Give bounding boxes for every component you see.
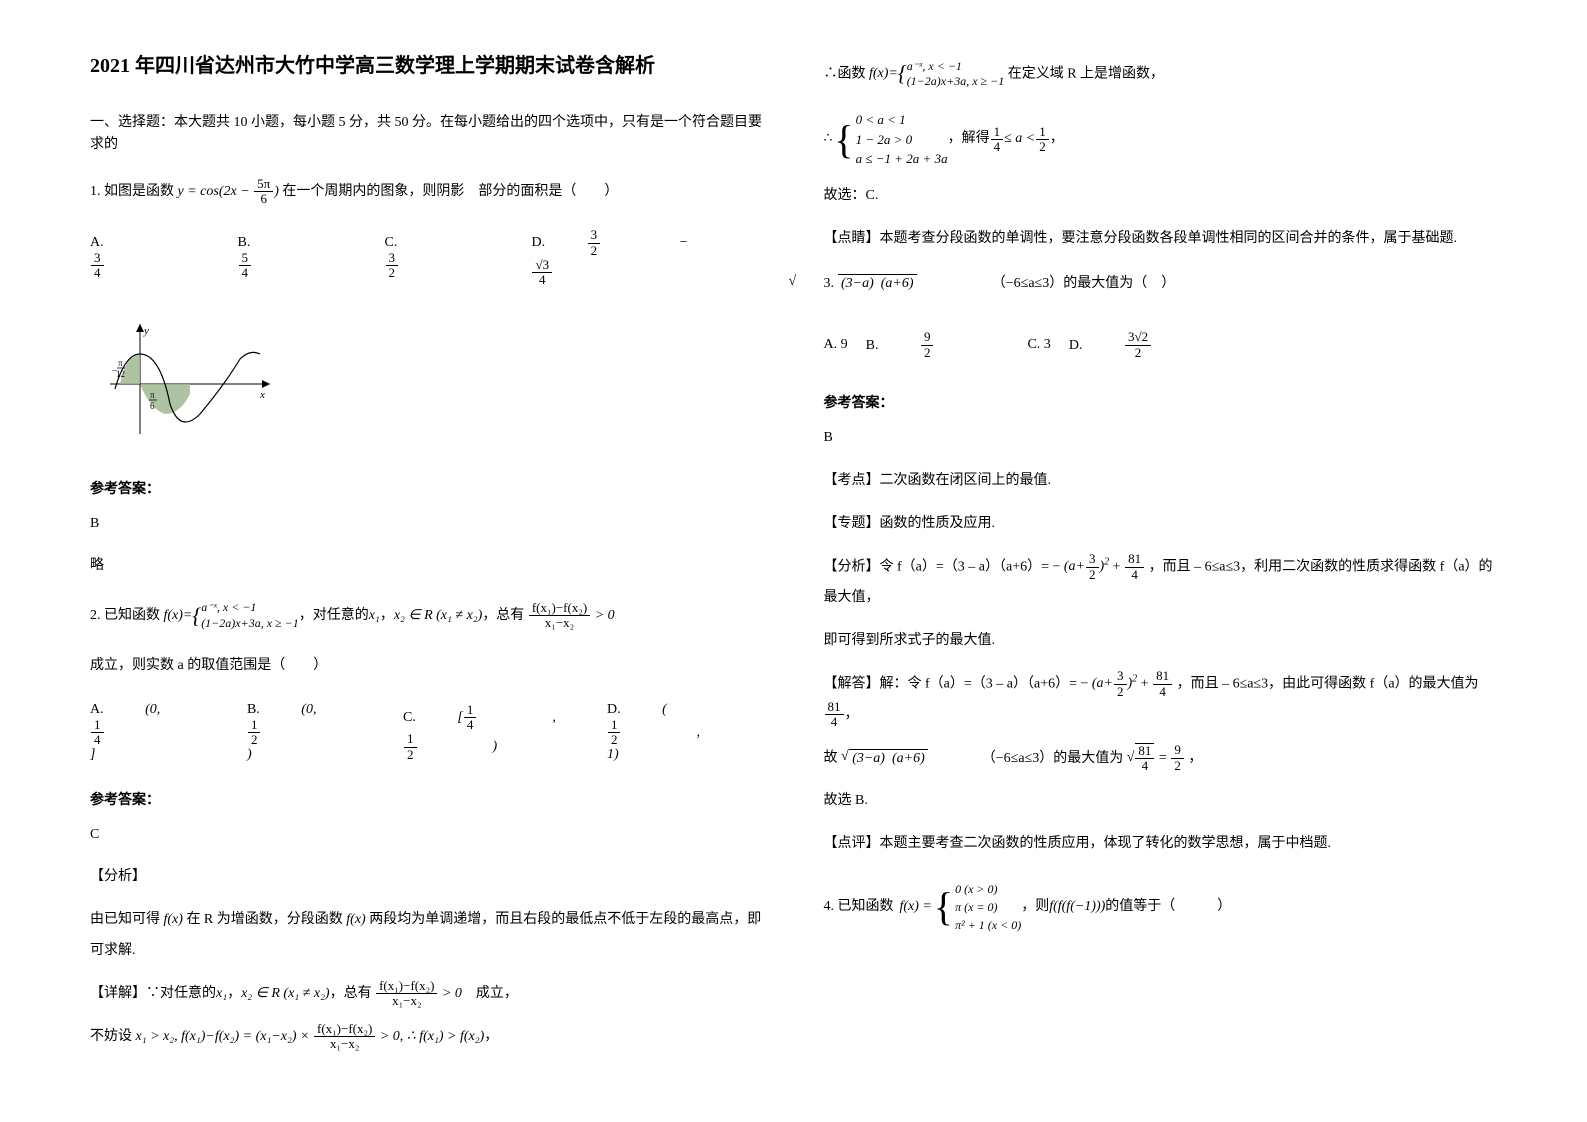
q3-kaodian: 【考点】二次函数在闭区间上的最值. [824,466,1498,497]
q2-ratio: f(x₁)−f(x₂)x₁−x₂ [529,601,590,631]
svg-text:π: π [150,390,155,400]
q2-opt-d: D. (12, 1) [607,702,726,764]
q2-answer: C [90,821,764,849]
q2r-hint: 【点睛】本题考查分段函数的单调性，要注意分段函数各段单调性相同的区间合并的条件，… [824,224,1498,255]
q3-fenxi-l2: 即可得到所求式子的最大值. [824,626,1498,657]
q3-fenxi: 【分析】令 f（a）=（3 – a）（a+6）= − (a+32)2 + 814… [824,552,1498,614]
q2-detail-2: 不妨设 x₁ > x₂, f(x₁)−f(x₂) = (x₁−x₂) × f(x… [90,1022,764,1053]
q3-opt-d: D. 3√22 [1069,330,1227,360]
question-4: 4. 已知函数 f(x) = { 0 (x > 0) π (x = 0) π² … [824,880,1498,934]
q2-opt-c: C. [14, 12) [403,703,569,762]
q2-analysis-label: 【分析】 [90,863,764,891]
q3-gu: 故 √ (3−a) (a+6) （−6≤a≤3）的最大值为 √814 = 92 … [824,743,1498,774]
section-header: 一、选择题：本大题共 10 小题，每小题 5 分，共 50 分。在每小题给出的四… [90,112,764,157]
q3-opt-c: C. 3 [1027,337,1050,353]
q1-opt-a: A. 34 [90,235,200,281]
q2-analysis-1: 由已知可得 f(x) 在 R 为增函数，分段函数 f(x) 两段均为单调递增，而… [90,905,764,967]
q3-dianping: 【点评】本题主要考查二次函数的性质应用，体现了转化的数学思想，属于中档题. [824,829,1498,860]
paper-title: 2021 年四川省达州市大竹中学高三数学理上学期期末试卷含解析 [90,50,764,82]
q2-func: f(x)={a⁻ˣ, x < −1(1−2a)x+3a, x ≥ −1 [164,608,299,623]
question-1: 1. 如图是函数 y = cos(2x − 5π6) 在一个周期内的图象，则阴影… [90,177,764,207]
svg-text:x: x [259,389,265,401]
q3-opt-b: B. 92 [866,330,1010,360]
q1-answer-note: 略 [90,552,764,580]
q1-graph: − π 12 π 6 y x [100,314,280,454]
q2-mid1: ，对任意的 [299,608,369,623]
q2-detail: 【详解】∵对任意的x₁，x₂ ∈ R (x₁ ≠ x₂)，总有 f(x₁)−f(… [90,979,764,1010]
q2r-func-line: ∴函数 f(x)={a⁻ˣ, x < −1(1−2a)x+3a, x ≥ −1 … [824,50,1498,98]
q2-prefix: 2. 已知函数 [90,608,160,623]
q1-opt-d: D. 32 − √34 [531,228,725,287]
question-3: 3. (3−a) (a+6) √ （−6≤a≤3）的最大值为（ ） [824,270,1498,298]
left-column: 2021 年四川省达州市大竹中学高三数学理上学期期末试卷含解析 一、选择题：本大… [60,50,794,1072]
q2-x2cond: x₂ ∈ R (x₁ ≠ x₂) [394,608,483,623]
q2-mid2: ，总有 [482,608,524,623]
q3-options: A. 9 B. 92 C. 3 D. 3√22 [824,330,1498,360]
q2r-conclusion: 故选：C. [824,181,1498,212]
svg-text:y: y [143,325,149,337]
q3-answer-header: 参考答案： [824,392,1498,412]
q1-opt-b: B. 54 [238,235,347,281]
q1-prefix: 1. 如图是函数 [90,184,174,199]
q3-opt-a: A. 9 [824,337,848,353]
q2-tail: 成立，则实数 a 的取值范围是（ ） [90,652,764,680]
right-column: ∴函数 f(x)={a⁻ˣ, x < −1(1−2a)x+3a, x ≥ −1 … [794,50,1528,1072]
q1-formula: y = cos(2x − 5π6) [178,184,279,199]
svg-text:12: 12 [116,369,125,379]
q2-options: A. (0, 14] B. (0, 12) C. [14, 12) D. (12… [90,702,764,764]
q3-guxuan: 故选 B. [824,786,1498,817]
svg-text:π: π [118,358,123,368]
q3-jieda: 【解答】解：令 f（a）=（3 – a）（a+6）= − (a+32)2 + 8… [824,669,1498,731]
q1-options: A. 34 B. 54 C. 32 D. 32 − √34 [90,228,764,287]
q3-answer: B [824,424,1498,452]
q2-opt-a: A. (0, 14] [90,702,209,764]
question-2: 2. 已知函数 f(x)={a⁻ˣ, x < −1(1−2a)x+3a, x ≥… [90,594,764,638]
q1-opt-c: C. 32 [385,235,494,281]
q3-zhuanti: 【专题】函数的性质及应用. [824,509,1498,540]
svg-text:6: 6 [150,401,155,411]
q2-x1: x₁ [369,608,380,623]
q1-answer: B [90,510,764,538]
q2-opt-b: B. (0, 12) [247,702,365,764]
q2-answer-header: 参考答案： [90,789,764,809]
q1-suffix: 在一个周期内的图象，则阴影 部分的面积是（ ） [282,184,618,199]
q1-answer-header: 参考答案： [90,478,764,498]
q2r-system: ∴ { 0 < a < 1 1 − 2a > 0 a ≤ −1 + 2a + 3… [824,110,1498,169]
